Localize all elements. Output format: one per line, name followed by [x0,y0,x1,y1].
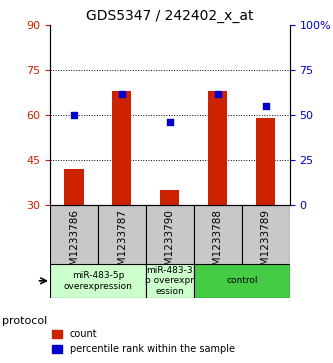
Text: miR-483-5p
overexpression: miR-483-5p overexpression [64,271,132,290]
Text: protocol: protocol [2,316,47,326]
Point [71,112,77,118]
Text: GSM1233786: GSM1233786 [69,209,79,279]
Point [263,103,268,109]
Text: GSM1233789: GSM1233789 [261,209,271,279]
Point [119,91,125,97]
Bar [194,205,242,264]
Bar [242,205,290,264]
Text: control: control [226,276,257,285]
Text: GSM1233788: GSM1233788 [213,209,223,279]
Bar [146,264,194,298]
Bar [112,91,132,205]
Legend: count, percentile rank within the sample: count, percentile rank within the sample [48,326,238,358]
Title: GDS5347 / 242402_x_at: GDS5347 / 242402_x_at [86,9,254,23]
Bar [208,91,227,205]
Point [215,91,220,97]
Bar [256,118,275,205]
Bar [98,205,146,264]
Text: miR-483-3
p overexpr
ession: miR-483-3 p overexpr ession [145,266,194,296]
Bar [194,264,290,298]
Bar [160,190,179,205]
Bar [50,205,98,264]
Text: GSM1233787: GSM1233787 [117,209,127,279]
Point [167,119,172,125]
Bar [146,205,194,264]
Bar [50,264,146,298]
Bar [64,169,84,205]
Text: GSM1233790: GSM1233790 [165,209,175,279]
